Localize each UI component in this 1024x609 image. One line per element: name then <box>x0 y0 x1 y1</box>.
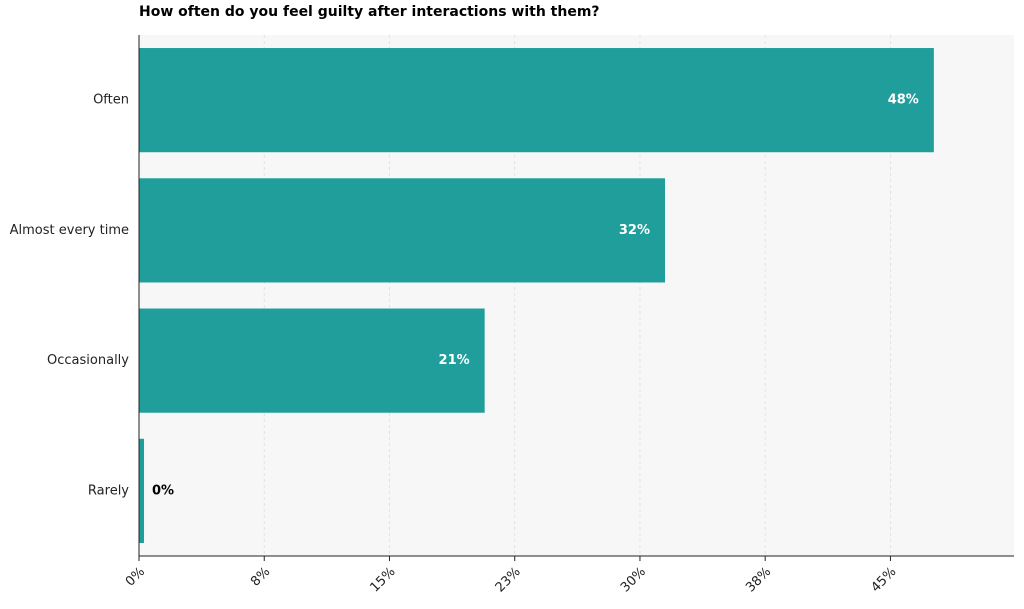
x-tick-label: 23% <box>493 564 524 595</box>
x-tick-label: 8% <box>248 564 273 589</box>
value-label: 0% <box>152 483 174 498</box>
bar <box>139 48 934 153</box>
x-tick-label: 15% <box>367 564 398 595</box>
x-tick-label: 30% <box>618 564 649 595</box>
x-tick-label: 45% <box>868 564 899 595</box>
chart-title: How often do you feel guilty after inter… <box>139 4 600 20</box>
x-tick-label: 0% <box>123 564 148 589</box>
x-tick-label: 38% <box>743 564 774 595</box>
bar <box>139 178 666 283</box>
value-label: 21% <box>439 353 470 368</box>
value-label: 48% <box>888 93 919 108</box>
y-tick-label: Rarely <box>88 483 129 498</box>
bar <box>139 438 145 543</box>
y-tick-label: Almost every time <box>10 223 129 238</box>
y-tick-label: Occasionally <box>47 353 129 368</box>
value-label: 32% <box>619 223 650 238</box>
bar <box>139 308 485 413</box>
y-tick-label: Often <box>93 93 129 108</box>
